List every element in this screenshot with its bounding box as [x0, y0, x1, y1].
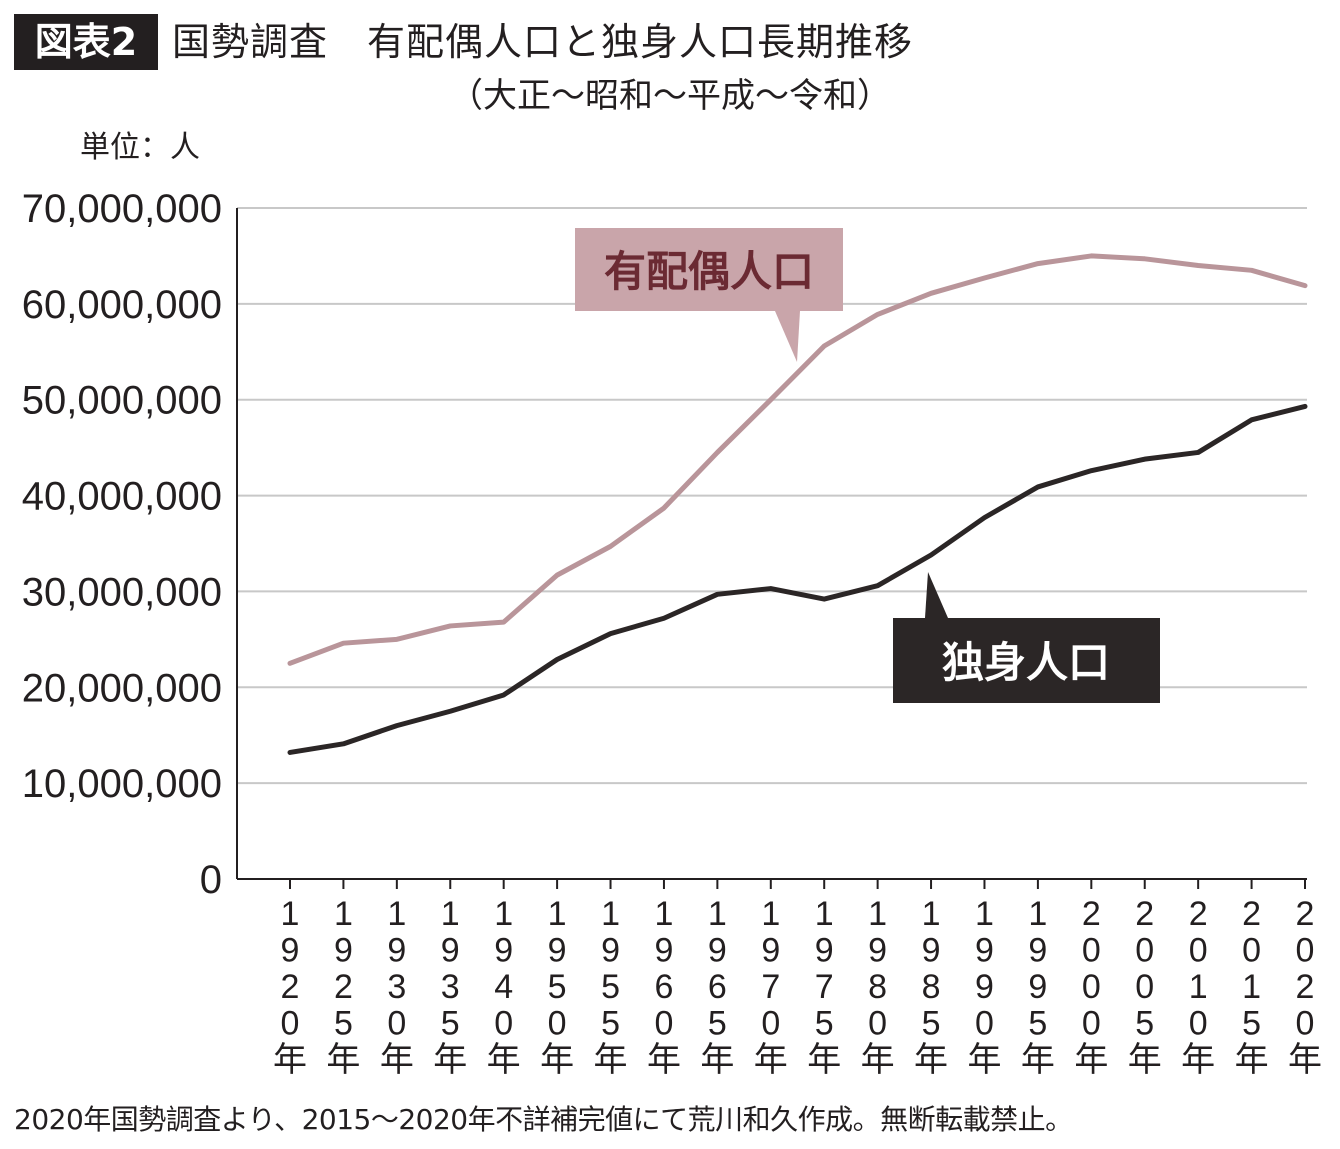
y-tick-label: 20,000,000: [22, 666, 222, 710]
y-tick-label: 30,000,000: [22, 570, 222, 614]
unit-label: 単位：人: [80, 130, 200, 165]
y-tick-label: 60,000,000: [22, 283, 222, 327]
series-line-single: [287, 403, 1308, 755]
chart-subtitle: （大正～昭和～平成～令和）: [449, 76, 891, 116]
series-line-married: [287, 253, 1308, 666]
callout-pointer-single: [925, 572, 948, 618]
y-tick-label: 40,000,000: [22, 475, 222, 519]
y-tick-label: 70,000,000: [22, 187, 222, 231]
callout-box-single: [893, 618, 1160, 703]
footnote: 2020年国勢調査より、2015～2020年不詳補完値にて荒川和久作成。無断転載…: [14, 1103, 1073, 1136]
callout-pointer-married: [775, 311, 800, 362]
y-tick-label: 0: [200, 858, 222, 902]
y-tick-label: 10,000,000: [22, 762, 222, 806]
figure-number-badge: 図表2: [14, 14, 158, 70]
chart-title: 国勢調査 有配偶人口と独身人口長期推移: [172, 20, 914, 64]
legend-label-married: 有配偶人口: [604, 247, 814, 296]
legend-label-single: 独身人口: [942, 638, 1110, 687]
y-tick-label: 50,000,000: [22, 379, 222, 423]
callout-box-married: [575, 228, 843, 311]
